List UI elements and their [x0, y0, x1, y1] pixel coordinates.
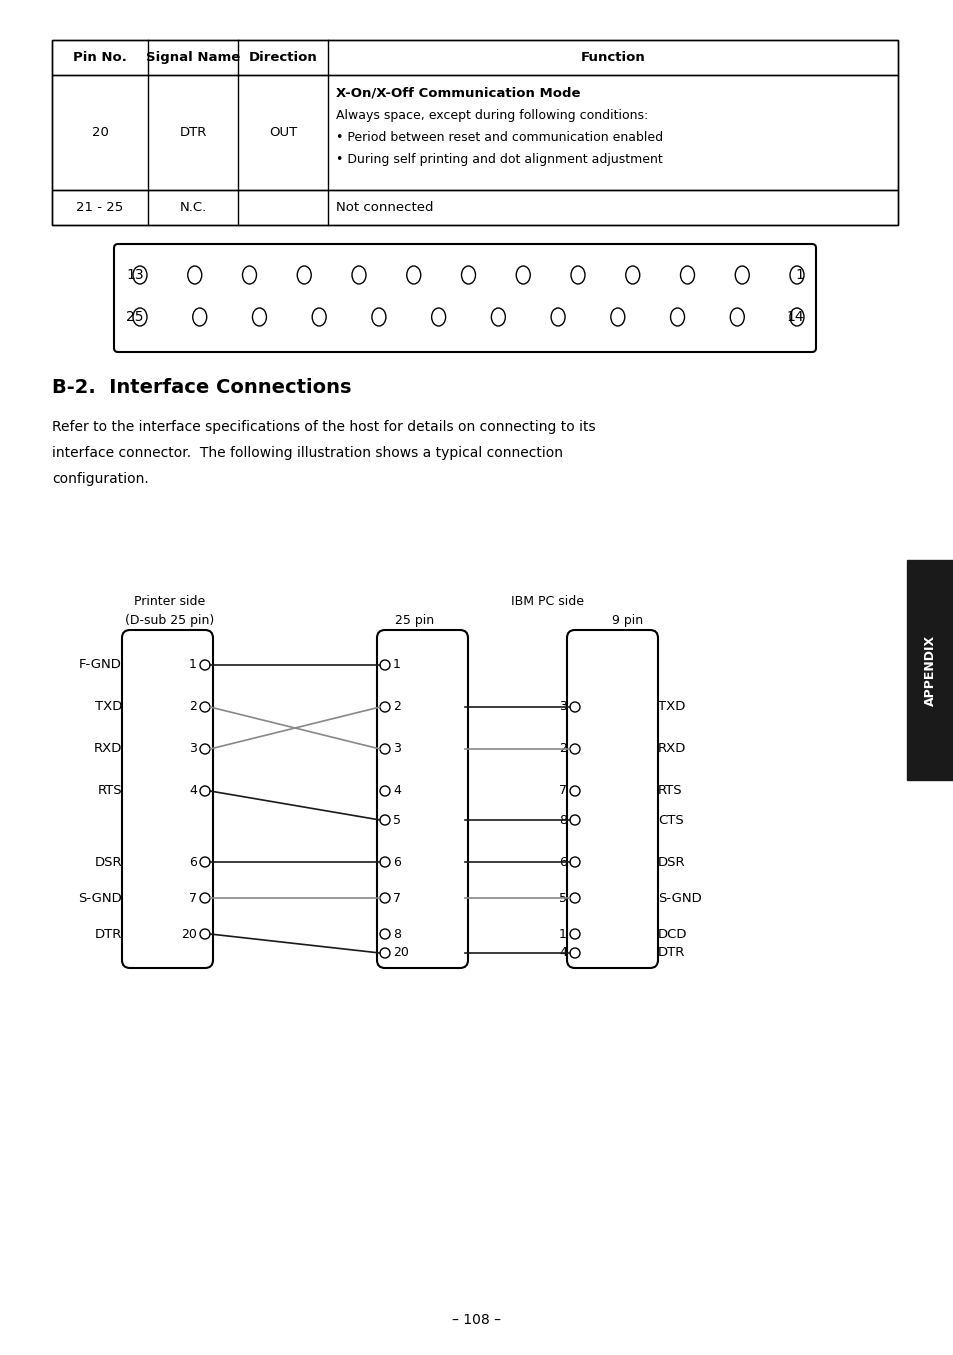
Text: 7: 7: [558, 785, 566, 798]
Text: • Period between reset and communication enabled: • Period between reset and communication…: [335, 131, 662, 144]
Text: DCD: DCD: [658, 928, 687, 940]
Text: 8: 8: [393, 928, 400, 940]
Text: 1: 1: [393, 659, 400, 672]
Text: 13: 13: [126, 268, 144, 282]
Text: RXD: RXD: [93, 743, 122, 756]
Text: 7: 7: [393, 892, 400, 905]
Text: 25: 25: [126, 310, 143, 324]
Text: 1: 1: [189, 659, 196, 672]
FancyBboxPatch shape: [566, 630, 658, 967]
Text: Direction: Direction: [249, 51, 317, 64]
Text: Always space, except during following conditions:: Always space, except during following co…: [335, 108, 648, 122]
Text: OUT: OUT: [269, 126, 296, 140]
Text: CTS: CTS: [658, 813, 683, 827]
Text: 25 pin: 25 pin: [395, 614, 435, 627]
Text: Refer to the interface specifications of the host for details on connecting to i: Refer to the interface specifications of…: [52, 420, 595, 434]
Text: • During self printing and dot alignment adjustment: • During self printing and dot alignment…: [335, 153, 662, 167]
Bar: [52, 75, 897, 190]
Text: 20: 20: [393, 947, 409, 959]
Text: 6: 6: [393, 855, 400, 869]
FancyBboxPatch shape: [376, 630, 468, 967]
Text: S-GND: S-GND: [658, 892, 701, 905]
Text: IBM PC side: IBM PC side: [511, 595, 584, 608]
Text: 3: 3: [558, 701, 566, 714]
Text: 5: 5: [393, 813, 400, 827]
Text: configuration.: configuration.: [52, 472, 149, 486]
Text: Pin No.: Pin No.: [73, 51, 127, 64]
Text: RTS: RTS: [97, 785, 122, 798]
Text: 20: 20: [181, 928, 196, 940]
Text: – 108 –: – 108 –: [452, 1313, 501, 1327]
Text: S-GND: S-GND: [78, 892, 122, 905]
FancyBboxPatch shape: [122, 630, 213, 967]
Text: 3: 3: [393, 743, 400, 756]
Text: (D-sub 25 pin): (D-sub 25 pin): [125, 614, 214, 627]
Bar: [52, 41, 897, 225]
Text: 21 - 25: 21 - 25: [76, 201, 124, 214]
Text: 9 pin: 9 pin: [612, 614, 643, 627]
Text: 6: 6: [189, 855, 196, 869]
Text: 4: 4: [558, 947, 566, 959]
Text: 2: 2: [558, 743, 566, 756]
Text: 8: 8: [558, 813, 566, 827]
Text: APPENDIX: APPENDIX: [923, 634, 936, 706]
Text: Printer side: Printer side: [134, 595, 206, 608]
Text: interface connector.  The following illustration shows a typical connection: interface connector. The following illus…: [52, 446, 562, 459]
Text: DTR: DTR: [658, 947, 684, 959]
Text: 1: 1: [794, 268, 803, 282]
Text: 4: 4: [189, 785, 196, 798]
Text: 2: 2: [189, 701, 196, 714]
Text: Function: Function: [580, 51, 644, 64]
Text: 5: 5: [558, 892, 566, 905]
Text: N.C.: N.C.: [179, 201, 207, 214]
Text: RTS: RTS: [658, 785, 682, 798]
Text: 4: 4: [393, 785, 400, 798]
Text: Signal Name: Signal Name: [146, 51, 240, 64]
Text: 2: 2: [393, 701, 400, 714]
Bar: [52, 190, 897, 225]
Text: 14: 14: [785, 310, 803, 324]
Text: Not connected: Not connected: [335, 201, 433, 214]
Text: DSR: DSR: [658, 855, 685, 869]
Text: DSR: DSR: [94, 855, 122, 869]
Text: 1: 1: [558, 928, 566, 940]
Text: 3: 3: [189, 743, 196, 756]
Text: RXD: RXD: [658, 743, 685, 756]
Text: 6: 6: [558, 855, 566, 869]
Bar: [906, 560, 953, 780]
Text: 20: 20: [91, 126, 109, 140]
Text: F-GND: F-GND: [79, 659, 122, 672]
Bar: [52, 41, 897, 75]
Text: 7: 7: [189, 892, 196, 905]
Text: DTR: DTR: [94, 928, 122, 940]
Text: B-2.  Interface Connections: B-2. Interface Connections: [52, 378, 351, 397]
Text: TXD: TXD: [94, 701, 122, 714]
Text: TXD: TXD: [658, 701, 684, 714]
Text: DTR: DTR: [179, 126, 207, 140]
FancyBboxPatch shape: [113, 244, 815, 352]
Text: X-On/X-Off Communication Mode: X-On/X-Off Communication Mode: [335, 87, 579, 100]
